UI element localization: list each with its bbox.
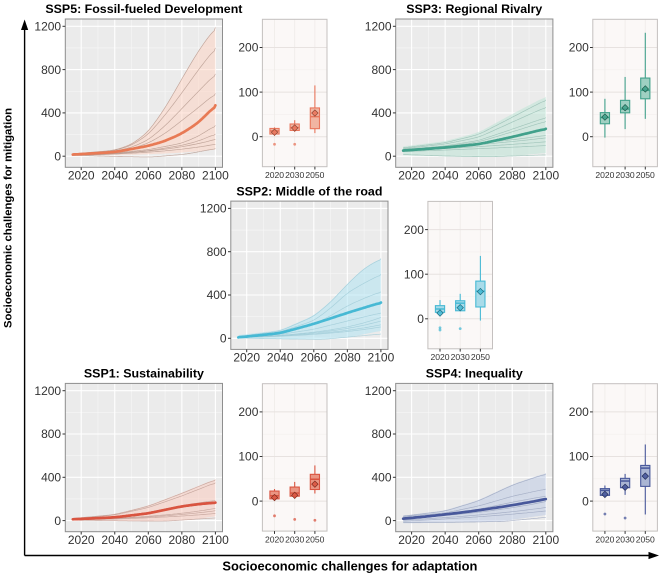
svg-text:200: 200 [238, 41, 258, 55]
svg-text:2020: 2020 [233, 351, 260, 365]
svg-text:2020: 2020 [265, 170, 284, 180]
svg-text:2050: 2050 [471, 352, 490, 362]
svg-text:2060: 2060 [465, 169, 492, 183]
svg-text:1200: 1200 [200, 202, 227, 216]
svg-text:2060: 2060 [300, 351, 327, 365]
svg-text:2030: 2030 [451, 352, 470, 362]
svg-text:2020: 2020 [68, 169, 95, 183]
svg-text:2050: 2050 [305, 170, 324, 180]
svg-text:2020: 2020 [595, 170, 614, 180]
svg-text:SSP3: Regional Rivalry: SSP3: Regional Rivalry [406, 2, 542, 16]
svg-text:2060: 2060 [465, 533, 492, 547]
svg-text:2020: 2020 [265, 534, 284, 544]
svg-text:2040: 2040 [101, 169, 128, 183]
svg-text:0: 0 [252, 494, 259, 508]
svg-text:SSP5: Fossil-fueled Developmen: SSP5: Fossil-fueled Development [45, 2, 242, 16]
svg-text:200: 200 [404, 223, 424, 237]
svg-text:2030: 2030 [285, 170, 304, 180]
svg-text:800: 800 [41, 427, 61, 441]
svg-text:2050: 2050 [636, 534, 655, 544]
svg-text:1200: 1200 [365, 20, 392, 34]
svg-text:400: 400 [207, 288, 227, 302]
svg-text:0: 0 [385, 149, 392, 163]
svg-text:2080: 2080 [168, 169, 195, 183]
svg-text:800: 800 [371, 427, 391, 441]
svg-text:2020: 2020 [68, 533, 95, 547]
svg-text:800: 800 [371, 63, 391, 77]
svg-text:400: 400 [41, 106, 61, 120]
svg-text:1200: 1200 [34, 20, 61, 34]
svg-text:SSP4: Inequality: SSP4: Inequality [426, 367, 523, 381]
svg-text:2040: 2040 [267, 351, 294, 365]
svg-text:SSP1: Sustainability: SSP1: Sustainability [84, 367, 204, 381]
svg-text:2080: 2080 [334, 351, 361, 365]
svg-text:0: 0 [252, 130, 259, 144]
svg-text:0: 0 [582, 494, 589, 508]
svg-text:100: 100 [238, 450, 258, 464]
svg-text:2060: 2060 [135, 169, 162, 183]
svg-text:2080: 2080 [168, 533, 195, 547]
svg-text:2020: 2020 [595, 534, 614, 544]
svg-text:2100: 2100 [202, 169, 229, 183]
svg-text:0: 0 [417, 312, 424, 326]
svg-text:2020: 2020 [430, 352, 449, 362]
svg-text:2040: 2040 [101, 533, 128, 547]
svg-text:0: 0 [385, 514, 392, 528]
svg-text:2060: 2060 [135, 533, 162, 547]
svg-text:800: 800 [41, 63, 61, 77]
svg-text:2100: 2100 [532, 169, 559, 183]
svg-text:0: 0 [220, 332, 227, 346]
svg-text:400: 400 [41, 471, 61, 485]
svg-text:SSP2: Middle of the road: SSP2: Middle of the road [236, 184, 382, 198]
svg-text:2040: 2040 [432, 169, 459, 183]
svg-text:2100: 2100 [532, 533, 559, 547]
svg-text:2030: 2030 [616, 534, 635, 544]
svg-text:1200: 1200 [365, 384, 392, 398]
svg-text:2050: 2050 [305, 534, 324, 544]
svg-text:400: 400 [371, 471, 391, 485]
svg-text:2040: 2040 [432, 533, 459, 547]
svg-text:2050: 2050 [636, 170, 655, 180]
svg-text:800: 800 [207, 245, 227, 259]
svg-text:0: 0 [54, 514, 61, 528]
svg-text:100: 100 [238, 85, 258, 99]
svg-text:1200: 1200 [34, 384, 61, 398]
svg-text:0: 0 [582, 130, 589, 144]
svg-text:2080: 2080 [499, 533, 526, 547]
svg-text:2100: 2100 [202, 533, 229, 547]
svg-text:Socioeconomic challenges for m: Socioeconomic challenges for mitigation [3, 108, 15, 328]
svg-text:200: 200 [569, 405, 589, 419]
svg-text:100: 100 [569, 450, 589, 464]
svg-text:100: 100 [404, 267, 424, 281]
svg-text:400: 400 [371, 106, 391, 120]
svg-text:2080: 2080 [499, 169, 526, 183]
svg-text:2020: 2020 [398, 169, 425, 183]
svg-text:2020: 2020 [398, 533, 425, 547]
svg-text:0: 0 [54, 149, 61, 163]
svg-text:2030: 2030 [285, 534, 304, 544]
svg-text:Socioeconomic challenges for a: Socioeconomic challenges for adaptation [222, 559, 477, 574]
svg-text:100: 100 [569, 85, 589, 99]
svg-text:200: 200 [238, 405, 258, 419]
svg-text:2100: 2100 [368, 351, 395, 365]
svg-text:200: 200 [569, 41, 589, 55]
svg-text:2030: 2030 [616, 170, 635, 180]
